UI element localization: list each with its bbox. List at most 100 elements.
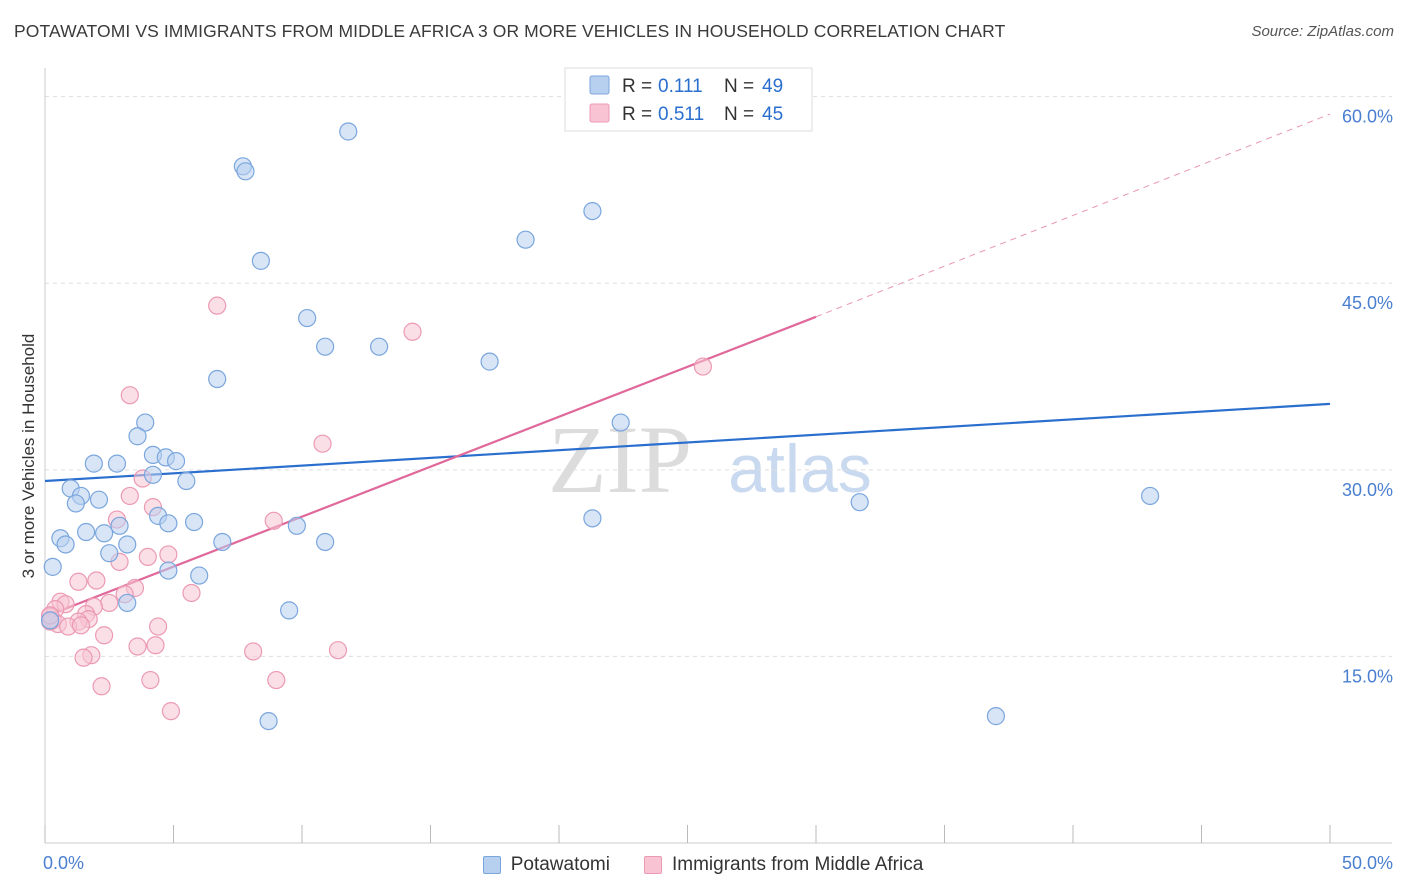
y-axis-title: 3 or more Vehicles in Household xyxy=(19,334,38,579)
potawatomi-point xyxy=(110,516,129,535)
y-tick-label: 30.0% xyxy=(1342,480,1393,500)
middle-africa-point xyxy=(74,648,93,667)
legend-label-potawatomi: Potawatomi xyxy=(510,854,610,875)
potawatomi-point xyxy=(128,427,147,446)
watermark-atlas: atlas xyxy=(728,431,872,507)
potawatomi-point xyxy=(143,465,163,484)
legend-swatch-pink xyxy=(589,103,610,123)
legend-label-middle-africa: Immigrants from Middle Africa xyxy=(671,854,924,875)
middle-africa-point xyxy=(69,572,88,591)
x-tick-labels: 0.0% 50.0% xyxy=(43,853,1393,873)
legend-r-value: 0.111 xyxy=(658,76,703,97)
potawatomi-point xyxy=(177,471,196,491)
legend-item-potawatomi: Potawatomi xyxy=(482,854,610,876)
potawatomi-point xyxy=(287,516,306,535)
middle-africa-point xyxy=(87,571,106,590)
potawatomi-trendline xyxy=(44,402,1331,483)
data-points xyxy=(41,122,1160,731)
potawatomi-point xyxy=(480,352,499,371)
potawatomi-point xyxy=(100,544,119,563)
potawatomi-point xyxy=(95,524,114,543)
middle-africa-point xyxy=(313,434,332,453)
gridlines xyxy=(45,96,1392,657)
middle-africa-point xyxy=(693,357,713,376)
potawatomi-point xyxy=(370,337,389,356)
potawatomi-point xyxy=(190,566,209,585)
potawatomi-point xyxy=(251,251,270,270)
legend-r-label: R = xyxy=(622,76,652,97)
potawatomi-point xyxy=(516,230,535,249)
y-tick-label: 45.0% xyxy=(1342,293,1393,313)
y-tick-label: 60.0% xyxy=(1342,107,1393,127)
axes xyxy=(44,68,1392,844)
middle-africa-point xyxy=(208,296,227,315)
legend-n-label: N = xyxy=(724,104,754,125)
middle-africa-point xyxy=(120,386,139,405)
middle-africa-point xyxy=(92,677,111,696)
middle-africa-point xyxy=(264,511,283,530)
middle-africa-point xyxy=(146,636,165,655)
middle-africa-point xyxy=(100,593,119,613)
middle-africa-point xyxy=(95,626,114,645)
middle-africa-point xyxy=(71,616,91,635)
watermark: ZIP atlas xyxy=(548,406,872,513)
potawatomi-point xyxy=(118,593,137,613)
legend-n-label: N = xyxy=(724,76,754,97)
potawatomi-point xyxy=(298,308,317,328)
potawatomi-point xyxy=(611,413,630,432)
legend-r-value: 0.511 xyxy=(658,104,704,125)
potawatomi-point xyxy=(583,509,602,528)
legend-r-label: R = xyxy=(622,104,652,125)
series-legend: Potawatomi Immigrants from Middle Africa xyxy=(0,851,1406,879)
middle-africa-trendline-extension xyxy=(815,113,1331,318)
potawatomi-point xyxy=(316,337,335,356)
potawatomi-point xyxy=(850,493,869,512)
legend-swatch-blue xyxy=(589,75,610,95)
legend-swatch-potawatomi xyxy=(482,856,501,874)
potawatomi-point xyxy=(107,454,127,473)
potawatomi-point xyxy=(259,711,278,731)
potawatomi-point xyxy=(159,561,178,580)
potawatomi-point xyxy=(77,522,96,542)
potawatomi-point xyxy=(84,454,103,473)
source-label: Source: ZipAtlas.com xyxy=(1251,23,1394,40)
legend-swatch-middle-africa xyxy=(643,856,662,874)
middle-africa-point xyxy=(403,322,422,341)
x-tick-label: 50.0% xyxy=(1342,853,1393,873)
middle-africa-point xyxy=(267,670,286,690)
legend-n-value: 49 xyxy=(762,76,783,97)
stats-legend: R = 0.111 N = 49 R = 0.511 N = 45 xyxy=(564,67,813,132)
potawatomi-point xyxy=(159,514,178,533)
y-tick-labels: 15.0% 30.0% 45.0% 60.0% xyxy=(1342,107,1393,687)
potawatomi-point xyxy=(43,557,62,576)
potawatomi-point xyxy=(583,201,602,221)
x-tick-label: 0.0% xyxy=(43,853,84,873)
middle-africa-point xyxy=(138,547,157,567)
potawatomi-point xyxy=(280,601,299,620)
middle-africa-point xyxy=(120,486,139,506)
middle-africa-point xyxy=(159,545,178,564)
potawatomi-point xyxy=(208,369,227,389)
middle-africa-point xyxy=(141,670,160,690)
legend-n-value: 45 xyxy=(762,104,783,125)
potawatomi-point xyxy=(118,535,137,554)
potawatomi-point xyxy=(316,532,335,552)
potawatomi-point xyxy=(1140,486,1160,506)
legend-item-middle-africa: Immigrants from Middle Africa xyxy=(643,854,924,876)
middle-africa-point xyxy=(244,642,263,661)
potawatomi-point xyxy=(166,452,186,471)
potawatomi-point xyxy=(339,122,358,141)
potawatomi-point xyxy=(41,611,60,630)
potawatomi-point xyxy=(236,162,255,181)
potawatomi-point xyxy=(184,512,204,532)
middle-africa-point xyxy=(128,637,147,656)
chart-title: POTAWATOMI VS IMMIGRANTS FROM MIDDLE AFR… xyxy=(14,21,1006,41)
potawatomi-point xyxy=(89,490,109,509)
middle-africa-point xyxy=(148,617,168,636)
trendlines xyxy=(44,113,1331,618)
potawatomi-point xyxy=(986,707,1006,726)
middle-africa-point xyxy=(161,702,181,721)
middle-africa-point xyxy=(182,583,201,603)
potawatomi-point xyxy=(66,494,85,513)
